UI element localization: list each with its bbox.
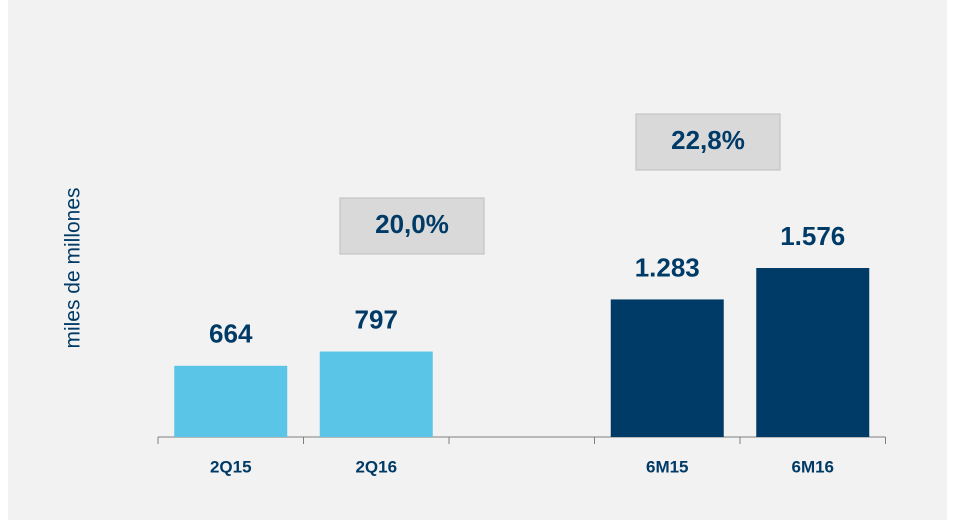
value-label: 1.576: [780, 221, 845, 251]
value-label: 1.283: [635, 252, 700, 282]
annotation-box: [339, 197, 485, 255]
annotation: 20,0%: [375, 209, 449, 239]
panel: [8, 0, 947, 520]
bar: [174, 365, 288, 437]
bar: [610, 299, 724, 437]
annotation: 22,8%: [671, 125, 745, 155]
annotation-box: [635, 113, 781, 171]
bar: [319, 351, 433, 437]
value-label: 797: [355, 304, 398, 334]
y-axis-label: miles de millones: [62, 187, 85, 348]
x-tick-label: 6M15: [646, 457, 689, 476]
x-tick-label: 2Q15: [210, 457, 252, 476]
x-tick-label: 2Q16: [355, 457, 397, 476]
x-tick-label: 6M16: [791, 457, 834, 476]
value-label: 664: [209, 319, 253, 349]
bar: [756, 268, 870, 437]
